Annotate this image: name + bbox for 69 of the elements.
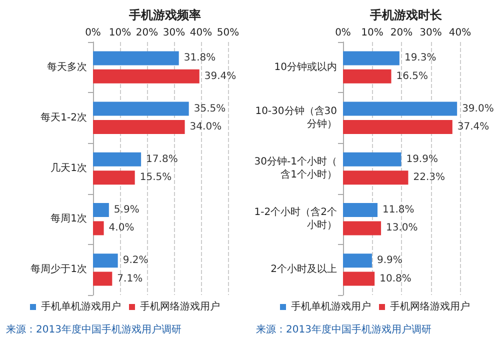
data-label: 11.8% [382, 204, 414, 216]
bar [93, 170, 135, 185]
bar [93, 102, 189, 116]
bar [93, 120, 185, 134]
bar [343, 272, 375, 286]
y-tick-label: 1-2个小时（含2个小时） [254, 206, 337, 232]
source-note: 来源：2013年度中国手机游戏用户调研 [6, 324, 182, 336]
x-tick-label: 30% [162, 28, 186, 38]
data-label: 39.0% [462, 103, 494, 114]
bar [343, 203, 378, 217]
bar [93, 152, 142, 166]
y-tick-label: 2个小时及以上 [270, 263, 337, 276]
bar [343, 51, 400, 66]
x-tick-label: 0% [335, 28, 351, 38]
bar [93, 51, 179, 66]
data-label: 16.5% [396, 70, 428, 82]
bar [343, 170, 408, 185]
data-label: 19.9% [406, 154, 438, 165]
data-label: 4.0% [108, 222, 134, 234]
bar [343, 120, 452, 134]
x-tick-label: 0% [85, 28, 101, 38]
y-tick-label: 每天多次 [47, 60, 87, 73]
x-tick-label: 10% [108, 28, 132, 38]
data-label: 35.5% [194, 103, 226, 114]
chart-title: 手机游戏频率 [128, 8, 201, 22]
bar [93, 203, 109, 217]
data-label: 17.8% [146, 154, 178, 165]
legend-label: 手机单机游戏用户 [41, 300, 121, 312]
x-tick-label: 10% [361, 28, 384, 38]
bar [343, 254, 372, 268]
y-tick-label: 10分钟或以内 [274, 60, 337, 73]
legend-label: 手机网络游戏用户 [390, 300, 470, 312]
bar [93, 221, 104, 236]
data-label: 7.1% [117, 273, 143, 284]
x-tick-label: 50% [216, 28, 240, 38]
x-tick-label: 20% [390, 28, 413, 38]
bar [343, 69, 392, 84]
x-tick-label: 20% [136, 28, 158, 38]
data-label: 22.3% [413, 172, 446, 184]
bar [343, 102, 458, 116]
legend-label: 手机网络游戏用户 [140, 300, 220, 312]
y-tick-label: 几天1次 [50, 163, 87, 174]
y-tick-label: 30分钟-1个小时（含1个小时） [254, 156, 337, 180]
data-label: 15.5% [140, 172, 172, 184]
bar [343, 152, 402, 166]
data-label: 10.8% [380, 273, 412, 284]
source-note: 来源：2013年度中国手机游戏用户调研 [256, 324, 432, 336]
data-label: 9.2% [122, 255, 148, 266]
bar [343, 221, 382, 236]
chart-title: 手机游戏时长 [369, 8, 443, 22]
x-tick-label: 30% [420, 28, 442, 38]
y-tick-label: 每天1-2次 [40, 111, 87, 124]
data-label: 19.3% [404, 52, 436, 64]
data-label: 9.9% [376, 255, 402, 266]
data-label: 13.0% [386, 222, 418, 234]
legend-label: 手机单机游戏用户 [291, 300, 371, 312]
data-label: 5.9% [114, 204, 140, 216]
data-label: 39.4% [204, 70, 236, 82]
bar [93, 272, 112, 286]
data-label: 37.4% [457, 122, 490, 132]
y-tick-label: 10-30分钟（含30分钟） [255, 104, 337, 130]
data-label: 34.0% [190, 122, 222, 132]
bar [93, 254, 118, 268]
bar [93, 69, 200, 84]
y-tick-label: 每周1次 [50, 212, 87, 225]
data-label: 31.8% [184, 52, 216, 64]
x-tick-label: 40% [448, 28, 472, 38]
x-tick-label: 40% [190, 28, 212, 38]
y-tick-label: 每周少于1次 [30, 263, 87, 276]
